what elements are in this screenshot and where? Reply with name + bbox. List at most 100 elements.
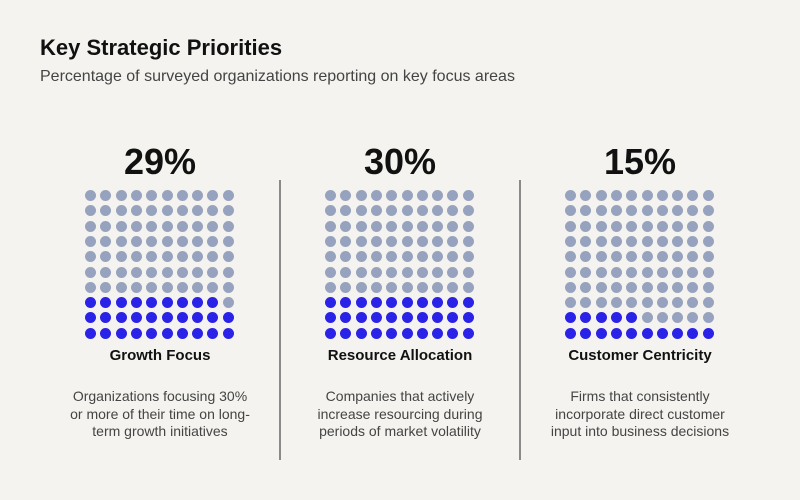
dot-filled (207, 327, 219, 339)
dot-empty (340, 220, 352, 232)
dot-empty (100, 251, 112, 263)
dot-empty (207, 281, 219, 293)
chart-subtitle: Percentage of surveyed organizations rep… (40, 68, 515, 85)
dot-empty (656, 251, 668, 263)
dot-empty (626, 266, 638, 278)
dot-empty (370, 251, 382, 263)
dot-empty (222, 281, 234, 293)
dot-empty (222, 251, 234, 263)
dot-filled (610, 312, 622, 324)
dot-empty (672, 235, 684, 247)
dot-empty (416, 235, 428, 247)
dot-empty (626, 251, 638, 263)
dot-empty (702, 297, 714, 309)
dot-empty (85, 266, 96, 278)
dot-empty (130, 235, 142, 247)
dot-empty (656, 190, 668, 201)
dot-empty (401, 281, 413, 293)
dot-empty (340, 251, 352, 263)
dot-filled (130, 297, 142, 309)
dot-empty (370, 235, 382, 247)
dot-empty (656, 235, 668, 247)
dot-filled (386, 327, 398, 339)
dot-empty (340, 235, 352, 247)
dot-empty (656, 312, 668, 324)
dot-empty (161, 251, 173, 263)
dot-empty (687, 266, 699, 278)
dot-empty (432, 190, 444, 201)
dot-empty (447, 251, 459, 263)
dot-filled (595, 312, 607, 324)
dot-empty (580, 281, 592, 293)
dot-empty (641, 251, 653, 263)
waffle-grid (565, 190, 715, 340)
dot-empty (656, 220, 668, 232)
dot-filled (207, 312, 219, 324)
panel-growth-focus: 29% Growth Focus Organizations focusing … (60, 140, 260, 441)
dot-empty (595, 235, 607, 247)
dot-empty (370, 220, 382, 232)
dot-empty (702, 281, 714, 293)
dot-empty (565, 205, 576, 217)
panel-divider (279, 180, 281, 460)
dot-empty (656, 205, 668, 217)
value-label: 29% (123, 141, 197, 182)
dot-empty (580, 297, 592, 309)
chart-title: Key Strategic Priorities (40, 35, 283, 60)
dot-filled (626, 312, 638, 324)
dot-empty (687, 312, 699, 324)
dot-empty (432, 281, 444, 293)
dot-empty (565, 190, 576, 201)
dot-empty (416, 190, 428, 201)
dot-empty (672, 205, 684, 217)
dot-filled (565, 312, 576, 324)
dot-empty (687, 251, 699, 263)
dot-empty (672, 190, 684, 201)
waffle-grid (85, 190, 235, 340)
dot-empty (355, 205, 367, 217)
dot-empty (325, 205, 336, 217)
dot-empty (626, 205, 638, 217)
dot-empty (447, 190, 459, 201)
waffle-grid (325, 190, 475, 340)
dot-filled (656, 327, 668, 339)
dot-empty (610, 235, 622, 247)
dot-empty (626, 297, 638, 309)
dot-empty (100, 235, 112, 247)
dot-empty (672, 266, 684, 278)
dot-empty (355, 190, 367, 201)
dot-filled (100, 312, 112, 324)
dot-empty (565, 281, 576, 293)
dot-empty (192, 190, 204, 201)
dot-empty (325, 251, 336, 263)
dot-empty (370, 205, 382, 217)
dot-empty (447, 235, 459, 247)
dot-empty (580, 220, 592, 232)
dot-empty (85, 220, 96, 232)
dot-empty (115, 220, 127, 232)
dot-empty (641, 281, 653, 293)
dot-empty (687, 190, 699, 201)
dot-empty (595, 251, 607, 263)
dot-filled (416, 327, 428, 339)
dot-empty (207, 190, 219, 201)
dot-filled (340, 297, 352, 309)
dot-filled (447, 297, 459, 309)
dot-empty (161, 235, 173, 247)
dot-empty (146, 235, 158, 247)
dot-empty (176, 235, 188, 247)
category-description: Firms that consistently incorporate dire… (550, 388, 730, 439)
dot-empty (355, 251, 367, 263)
dot-filled (401, 312, 413, 324)
dot-empty (222, 297, 234, 309)
dot-empty (85, 281, 96, 293)
dot-filled (355, 297, 367, 309)
dot-empty (462, 205, 474, 217)
dot-empty (595, 220, 607, 232)
dot-filled (207, 297, 219, 309)
dot-empty (146, 266, 158, 278)
dot-empty (146, 251, 158, 263)
dot-filled (325, 297, 336, 309)
dot-empty (130, 205, 142, 217)
dot-filled (416, 312, 428, 324)
